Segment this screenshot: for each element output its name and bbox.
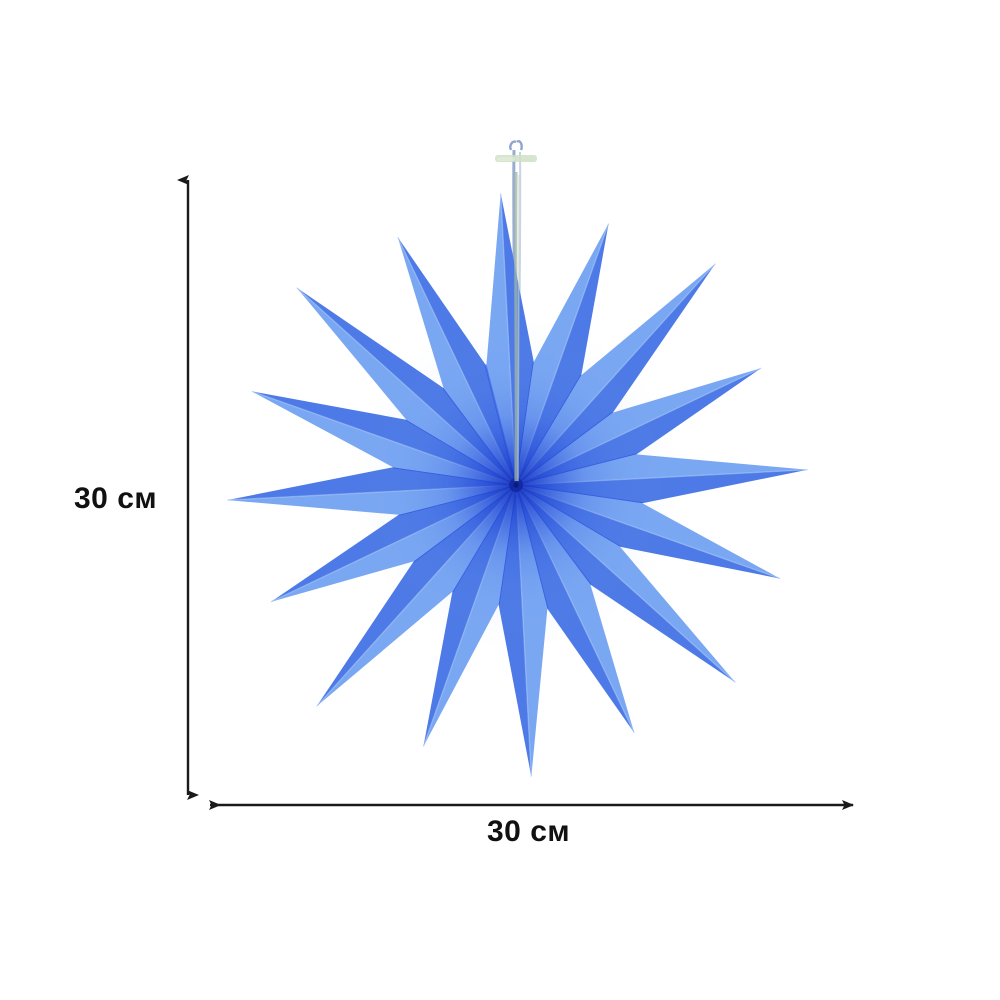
width-dimension-label: 30 см: [487, 815, 571, 848]
height-dimension-label: 30 см: [74, 482, 158, 515]
hanger-string-front: [514, 171, 518, 482]
paper-star-product: [227, 140, 808, 777]
